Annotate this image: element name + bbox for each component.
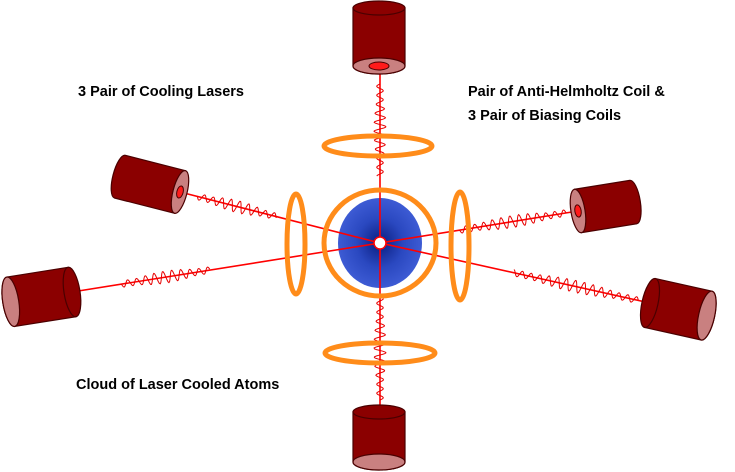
wave-packet-upper-right bbox=[459, 209, 567, 234]
laser-beam-upper-left bbox=[179, 191, 381, 244]
laser-cylinder-upper-left bbox=[110, 154, 190, 215]
coil-left bbox=[284, 191, 308, 297]
label-coils-line2: 3 Pair of Biasing Coils bbox=[468, 108, 621, 124]
laser-cylinder-lower-right bbox=[639, 277, 717, 341]
laser-cylinder-top bbox=[352, 0, 406, 75]
laser-cylinder-upper-right bbox=[569, 179, 642, 234]
laser-beam-upper-right bbox=[379, 210, 579, 244]
coil-top bbox=[321, 133, 435, 159]
laser-cylinder-lower-left bbox=[1, 266, 82, 328]
laser-beam-lower-left bbox=[71, 242, 381, 293]
wave-packets bbox=[120, 83, 639, 401]
label-cloud: Cloud of Laser Cooled Atoms bbox=[76, 377, 279, 393]
label-coils-line1: Pair of Anti-Helmholtz Coil & bbox=[468, 84, 665, 100]
wave-packet-upper-left bbox=[196, 194, 277, 219]
wave-packet-lower-right bbox=[513, 269, 639, 303]
coil-bottom bbox=[322, 340, 438, 366]
label-cooling-lasers: 3 Pair of Cooling Lasers bbox=[78, 84, 244, 100]
wave-packet-bottom bbox=[373, 298, 387, 401]
coils bbox=[284, 133, 472, 366]
wave-packet-top bbox=[373, 83, 387, 177]
laser-cylinder-bottom bbox=[352, 404, 406, 471]
wave-packet-lower-left bbox=[120, 266, 211, 288]
anti-helmholtz-coil bbox=[321, 187, 439, 299]
atom-cloud-center bbox=[373, 236, 387, 250]
laser-sources bbox=[1, 0, 717, 471]
coil-right bbox=[448, 189, 472, 303]
